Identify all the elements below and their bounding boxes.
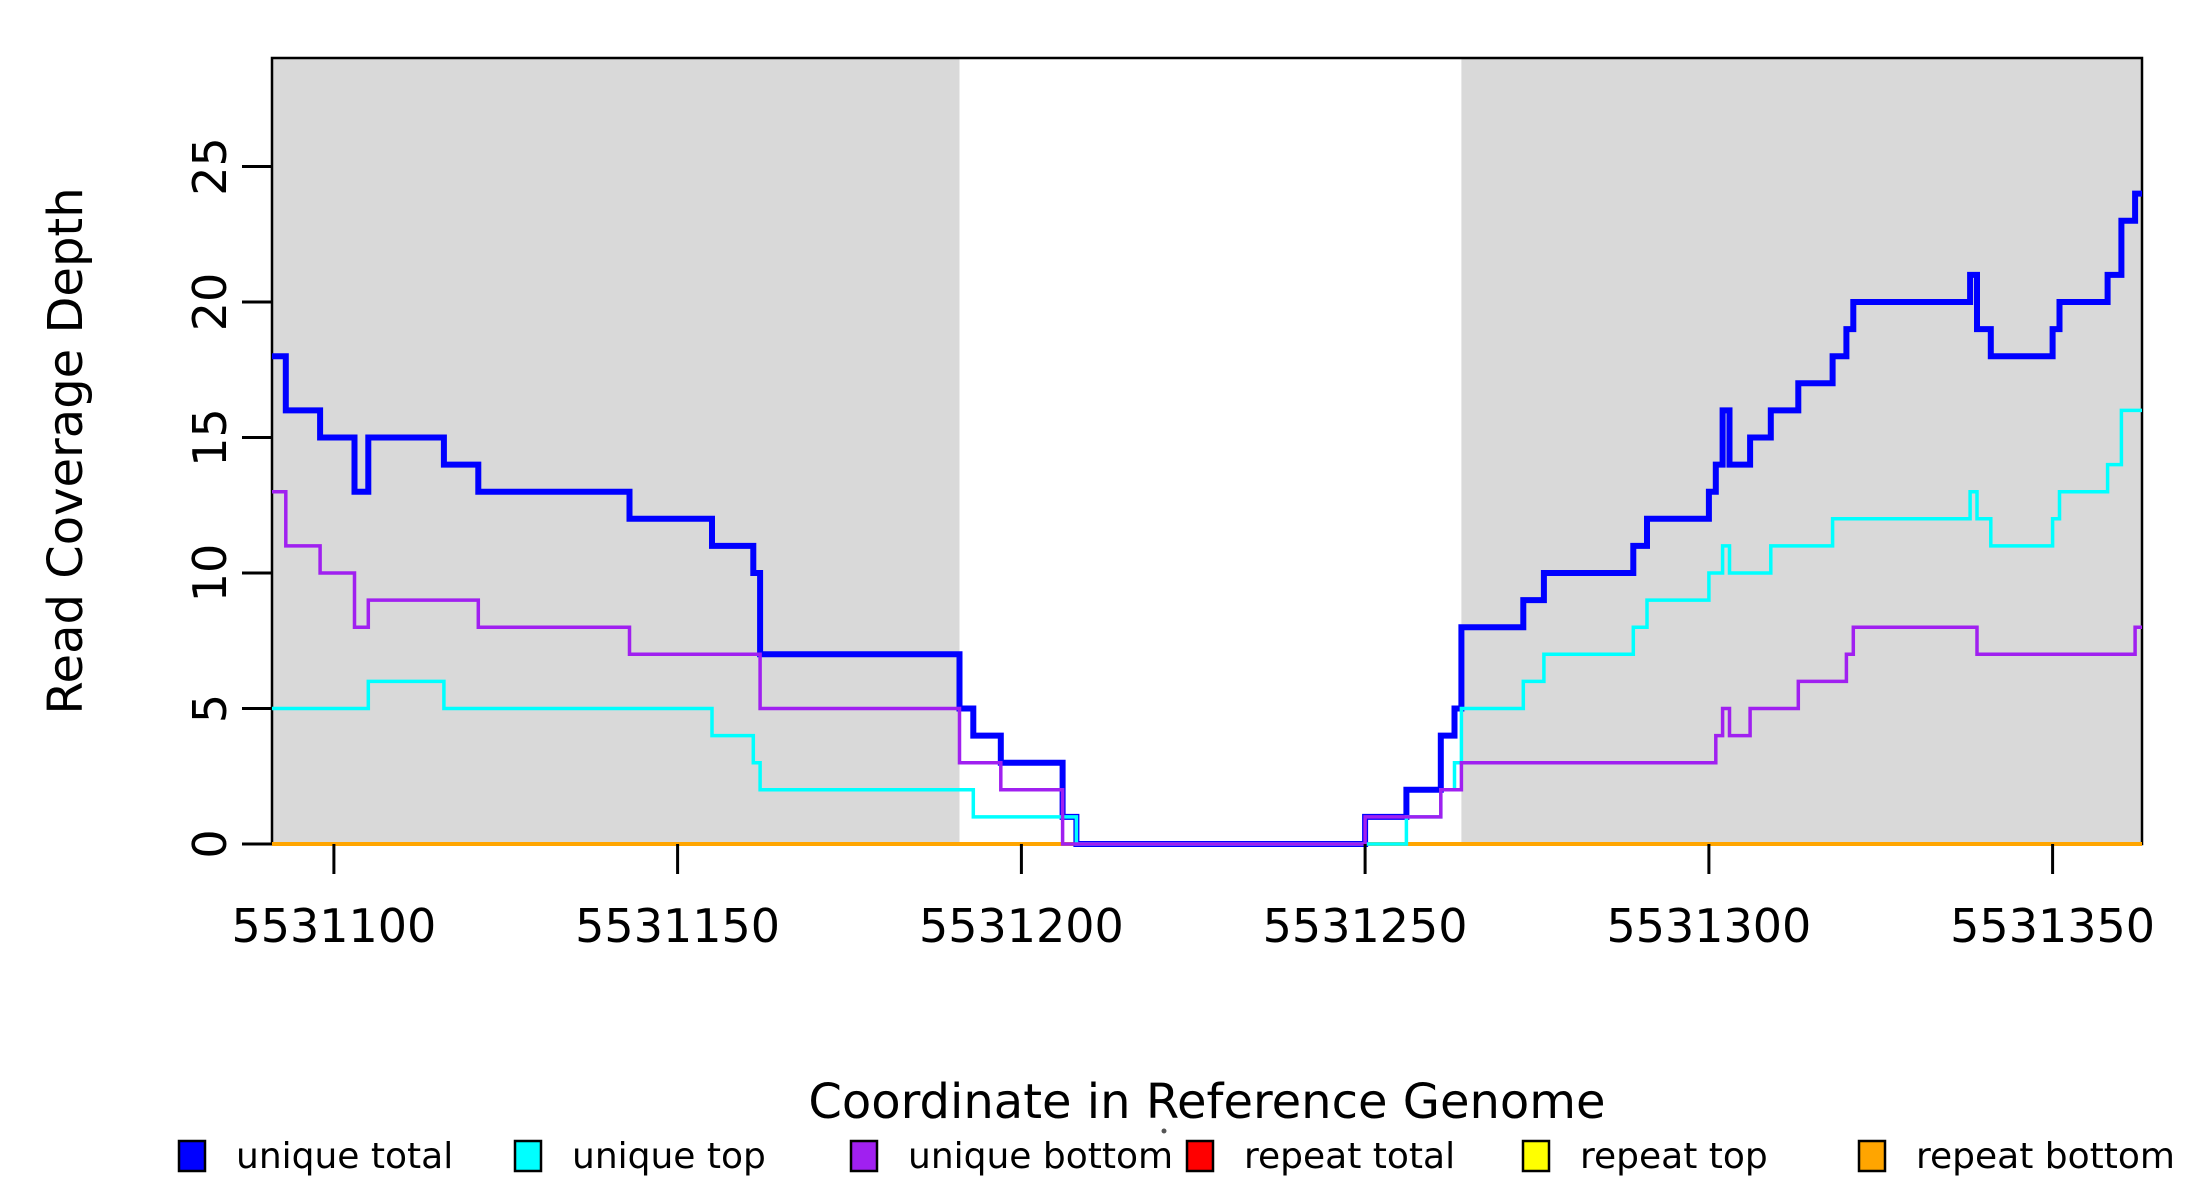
y-axis-tick-label: 5	[183, 694, 237, 723]
legend-swatch-unique-total	[177, 1139, 207, 1173]
shaded-region	[1461, 58, 2142, 844]
x-axis-tick-label: 5531250	[1263, 899, 1468, 953]
legend-item-unique-total: unique total	[177, 1136, 453, 1177]
x-axis-tick-label: 5531300	[1606, 899, 1811, 953]
legend-swatch-repeat-top	[1521, 1139, 1551, 1173]
legend-label-repeat-top: repeat top	[1580, 1136, 1768, 1177]
y-axis-title: Read Coverage Depth	[38, 187, 94, 714]
y-axis-tick-label: 25	[183, 137, 237, 196]
legend-swatch-unique-top	[513, 1139, 543, 1173]
legend-item-unique-bottom: unique bottom	[849, 1136, 1173, 1177]
y-axis-tick-label: 20	[183, 273, 237, 332]
x-axis-tick-label: 5531150	[575, 899, 780, 953]
legend-label-repeat-total: repeat total	[1244, 1136, 1455, 1177]
series-line-unique-total	[272, 190, 2142, 847]
legend-label-unique-bottom: unique bottom	[908, 1136, 1173, 1177]
axes-layer: 5531100 5531150 5531200 5531250 5531300 55313…	[183, 137, 2155, 953]
y-axis-tick-label: 15	[183, 408, 237, 467]
legend-label-unique-total: unique total	[236, 1136, 453, 1177]
series-line-unique-top	[272, 408, 2142, 846]
series-lines-layer	[272, 190, 2142, 847]
shaded-region	[272, 58, 960, 844]
y-axis-tick-label: 0	[183, 829, 237, 858]
legend-item-repeat-top: repeat top	[1521, 1136, 1768, 1177]
legend-item-repeat-total: repeat total	[1185, 1136, 1455, 1177]
legend-swatch-repeat-bottom	[1857, 1139, 1887, 1173]
stray-dot-artifact	[1161, 1128, 1167, 1134]
legend-swatch-repeat-total	[1185, 1139, 1215, 1173]
x-axis-title: Coordinate in Reference Genome	[808, 1074, 1605, 1130]
x-axis-tick-label: 5531350	[1950, 899, 2155, 953]
legend: unique total unique top unique bottom repea…	[177, 1136, 2175, 1177]
legend-item-unique-top: unique top	[513, 1136, 766, 1177]
x-axis-tick-label: 5531100	[231, 899, 436, 953]
series-line-unique-bottom	[272, 489, 2142, 846]
y-axis-tick-label: 10	[183, 544, 237, 603]
legend-item-repeat-bottom: repeat bottom	[1857, 1136, 2175, 1177]
legend-label-unique-top: unique top	[572, 1136, 766, 1177]
legend-swatch-unique-bottom	[849, 1139, 879, 1173]
shaded-regions-layer	[272, 58, 2142, 844]
legend-label-repeat-bottom: repeat bottom	[1916, 1136, 2175, 1177]
x-axis-tick-label: 5531200	[919, 899, 1124, 953]
